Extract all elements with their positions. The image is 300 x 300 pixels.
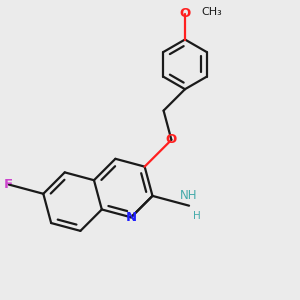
Text: O: O [179, 7, 191, 20]
Text: N: N [125, 211, 136, 224]
Text: F: F [4, 178, 13, 191]
Text: O: O [166, 134, 177, 146]
Text: H: H [193, 211, 200, 221]
Text: CH₃: CH₃ [202, 7, 222, 17]
Text: NH: NH [180, 189, 198, 202]
